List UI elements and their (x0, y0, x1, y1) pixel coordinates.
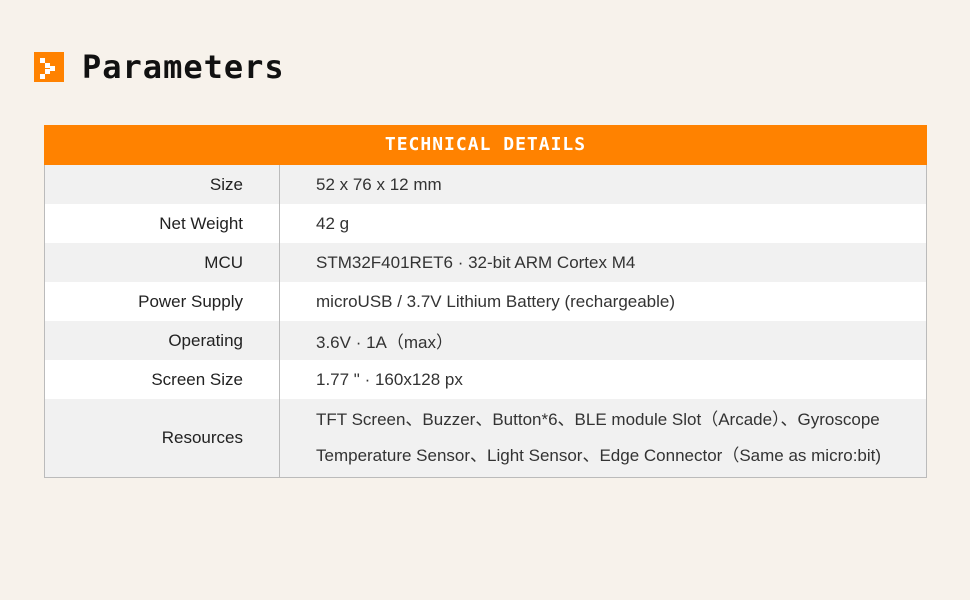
table-row: Screen Size 1.77 " · 160x128 px (45, 360, 926, 399)
row-value: TFT Screen、Buzzer、Button*6、BLE module Sl… (280, 399, 881, 477)
row-value: 3.6V · 1A（max） (280, 321, 453, 360)
table-header: TECHNICAL DETAILS (44, 125, 927, 165)
row-value: STM32F401RET6 · 32-bit ARM Cortex M4 (280, 243, 635, 282)
row-value-line: 52 x 76 x 12 mm (316, 174, 442, 194)
row-value-line: 42 g (316, 213, 350, 233)
row-value-line: Temperature Sensor、Light Sensor、Edge Con… (316, 446, 882, 465)
row-value: 42 g (280, 204, 349, 243)
row-value-line: TFT Screen、Buzzer、Button*6、BLE module Sl… (316, 410, 880, 429)
row-value-line: 3.6V · 1A（max） (316, 333, 453, 352)
table-row: Size 52 x 76 x 12 mm (45, 165, 926, 204)
row-label: Operating (45, 321, 280, 360)
pixel-chevron-right-icon (34, 52, 64, 82)
row-value: microUSB / 3.7V Lithium Battery (recharg… (280, 282, 675, 321)
page-title: Parameters (82, 48, 285, 86)
row-label: Screen Size (45, 360, 280, 399)
row-label: Resources (45, 399, 280, 477)
row-label: MCU (45, 243, 280, 282)
row-value-line: STM32F401RET6 · 32-bit ARM Cortex M4 (316, 252, 636, 272)
table-row: Net Weight 42 g (45, 204, 926, 243)
row-label: Power Supply (45, 282, 280, 321)
row-label: Size (45, 165, 280, 204)
table-row: Operating 3.6V · 1A（max） (45, 321, 926, 360)
row-value-line: microUSB / 3.7V Lithium Battery (recharg… (316, 291, 676, 311)
table-row: Power Supply microUSB / 3.7V Lithium Batt… (45, 282, 926, 321)
technical-details-table: TECHNICAL DETAILS Size 52 x 76 x 12 mm Net… (44, 125, 927, 478)
table-row: MCU STM32F401RET6 · 32-bit ARM Cortex M4 (45, 243, 926, 282)
row-value: 1.77 " · 160x128 px (280, 360, 463, 399)
page-header: Parameters (34, 48, 285, 86)
table-row: Resources TFT Screen、Buzzer、Button*6、BLE … (45, 399, 926, 477)
row-value-line: 1.77 " · 160x128 px (316, 369, 463, 389)
row-value: 52 x 76 x 12 mm (280, 165, 442, 204)
row-label: Net Weight (45, 204, 280, 243)
